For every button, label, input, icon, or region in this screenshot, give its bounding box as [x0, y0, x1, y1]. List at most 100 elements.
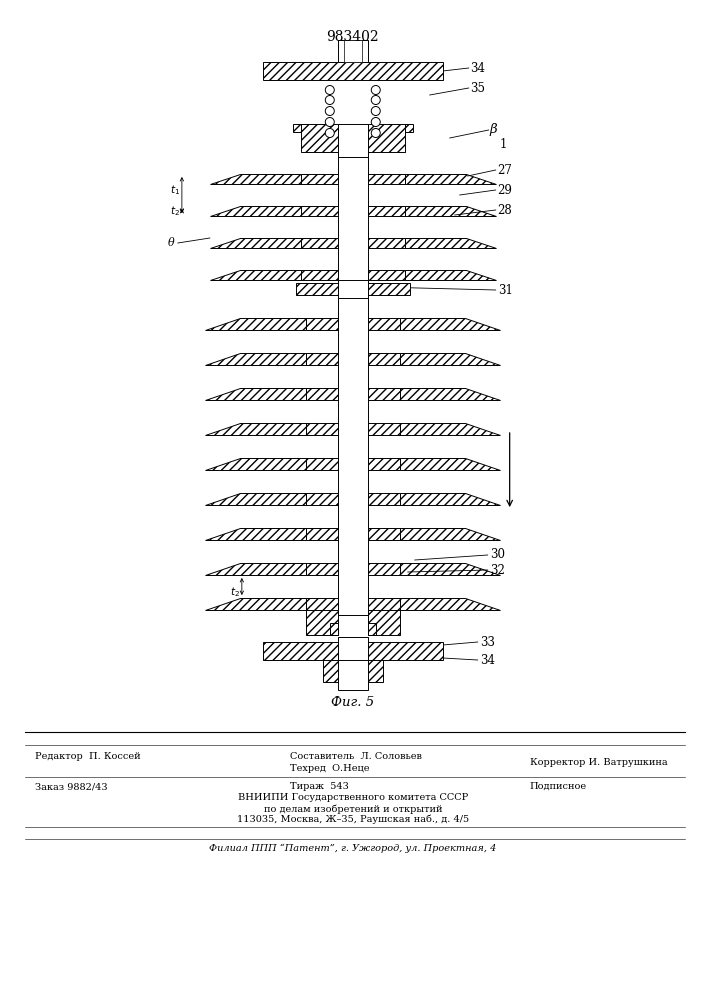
Text: $t_2$: $t_2$ — [230, 586, 240, 599]
Bar — [368, 174, 404, 184]
Bar — [368, 563, 399, 575]
Polygon shape — [205, 458, 306, 470]
Polygon shape — [399, 458, 500, 470]
Circle shape — [325, 106, 334, 115]
Bar — [300, 124, 338, 152]
Bar — [263, 62, 443, 80]
Circle shape — [371, 128, 380, 137]
Polygon shape — [399, 493, 500, 505]
Bar — [306, 598, 338, 610]
Bar — [306, 318, 338, 330]
Text: Тираж  543: Тираж 543 — [290, 782, 349, 791]
Polygon shape — [210, 238, 300, 248]
Bar — [306, 610, 338, 635]
Bar — [263, 642, 443, 660]
Bar — [368, 528, 399, 540]
Text: β: β — [490, 123, 497, 136]
Polygon shape — [404, 206, 496, 216]
Bar — [300, 206, 338, 216]
Polygon shape — [399, 598, 500, 610]
Bar — [368, 493, 399, 505]
Bar — [368, 388, 399, 400]
Text: 33: 33 — [479, 636, 495, 648]
Polygon shape — [210, 270, 300, 280]
Text: 29: 29 — [498, 184, 513, 196]
Bar — [368, 318, 399, 330]
Bar — [329, 623, 338, 635]
Text: по делам изобретений и открытий: по делам изобретений и открытий — [264, 804, 442, 814]
Text: Заказ 9882/43: Заказ 9882/43 — [35, 782, 107, 791]
Polygon shape — [205, 353, 306, 365]
Bar — [323, 660, 382, 682]
Text: 27: 27 — [498, 163, 513, 176]
Text: 28: 28 — [498, 204, 513, 217]
Bar — [306, 458, 338, 470]
Bar — [368, 353, 399, 365]
Bar — [338, 152, 368, 285]
Bar — [368, 283, 410, 295]
Text: 32: 32 — [490, 564, 505, 576]
Circle shape — [325, 128, 334, 137]
Text: Филиал ППП “Патент”, г. Ужгород, ул. Проектная, 4: Филиал ППП “Патент”, г. Ужгород, ул. Про… — [209, 844, 496, 853]
Polygon shape — [210, 206, 300, 216]
Text: 34: 34 — [479, 654, 495, 666]
Bar — [300, 238, 338, 248]
Text: Фиг. 5: Фиг. 5 — [331, 696, 374, 708]
Polygon shape — [205, 318, 306, 330]
Bar — [344, 40, 362, 62]
Bar — [338, 280, 368, 298]
Text: 1: 1 — [500, 138, 507, 151]
Polygon shape — [399, 353, 500, 365]
Circle shape — [371, 86, 380, 95]
Text: Корректор И. Ватрушкина: Корректор И. Ватрушкина — [530, 758, 667, 767]
Polygon shape — [399, 563, 500, 575]
Circle shape — [371, 96, 380, 104]
Polygon shape — [404, 270, 496, 280]
Text: 113035, Москва, Ж–35, Раушская наб., д. 4/5: 113035, Москва, Ж–35, Раушская наб., д. … — [237, 815, 469, 824]
Bar — [306, 423, 338, 435]
Bar — [368, 598, 399, 610]
Polygon shape — [205, 388, 306, 400]
Polygon shape — [399, 318, 500, 330]
Text: $t_1$: $t_1$ — [170, 183, 180, 197]
Polygon shape — [205, 493, 306, 505]
Bar — [368, 206, 404, 216]
Polygon shape — [205, 563, 306, 575]
Text: $t_2$: $t_2$ — [170, 204, 180, 218]
Bar — [300, 174, 338, 184]
Polygon shape — [205, 528, 306, 540]
Circle shape — [371, 106, 380, 115]
Bar — [338, 660, 368, 690]
Polygon shape — [399, 528, 500, 540]
Bar — [404, 124, 413, 132]
Bar — [306, 493, 338, 505]
Circle shape — [325, 96, 334, 104]
Bar — [338, 124, 368, 157]
Bar — [338, 40, 368, 62]
Text: Техред  О.Неце: Техред О.Неце — [290, 764, 369, 773]
Bar — [368, 124, 404, 152]
Text: Составитель  Л. Соловьев: Составитель Л. Соловьев — [290, 752, 421, 761]
Bar — [368, 423, 399, 435]
Bar — [368, 610, 399, 635]
Text: Подписное: Подписное — [530, 782, 587, 791]
Polygon shape — [404, 174, 496, 184]
Bar — [306, 353, 338, 365]
Polygon shape — [210, 174, 300, 184]
Bar — [300, 270, 338, 280]
Bar — [368, 270, 404, 280]
Polygon shape — [205, 598, 306, 610]
Bar — [368, 458, 399, 470]
Bar — [368, 238, 404, 248]
Bar — [338, 637, 368, 665]
Bar — [306, 563, 338, 575]
Polygon shape — [404, 238, 496, 248]
Text: Редактор  П. Коссей: Редактор П. Коссей — [35, 752, 141, 761]
Text: ВНИИПИ Государственного комитета СССР: ВНИИПИ Государственного комитета СССР — [238, 793, 468, 802]
Bar — [338, 295, 368, 615]
Bar — [306, 528, 338, 540]
Bar — [306, 388, 338, 400]
Text: 31: 31 — [498, 284, 513, 296]
Bar — [368, 623, 375, 635]
Polygon shape — [205, 423, 306, 435]
